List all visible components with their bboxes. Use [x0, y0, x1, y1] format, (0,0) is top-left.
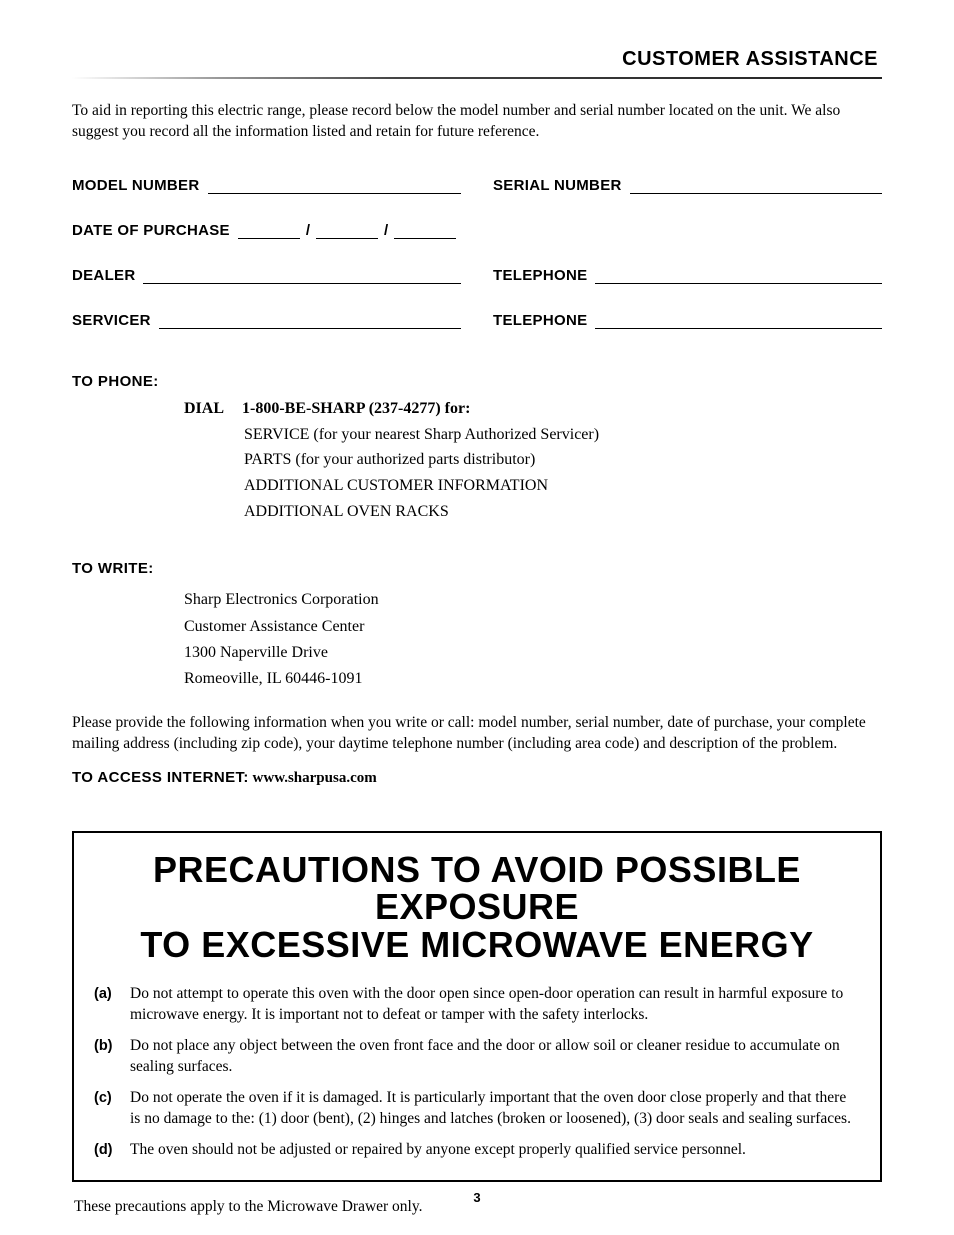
date-of-purchase-field: DATE OF PURCHASE / / — [72, 222, 461, 239]
precaution-item-b: (b) Do not place any object between the … — [94, 1036, 860, 1078]
precautions-title: PRECAUTIONS TO AVOID POSSIBLE EXPOSURE T… — [94, 851, 860, 964]
page-header-title: CUSTOMER ASSISTANCE — [72, 48, 882, 71]
write-block: Sharp Electronics Corporation Customer A… — [184, 587, 882, 693]
model-number-line[interactable] — [208, 180, 462, 194]
servicer-telephone-field: TELEPHONE — [493, 312, 882, 329]
dial-number: 1-800-BE-SHARP (237-4277) for: — [242, 400, 470, 418]
dealer-field: DEALER — [72, 267, 461, 284]
date-slash-1: / — [306, 222, 310, 239]
precaution-letter-b: (b) — [94, 1036, 120, 1078]
precaution-item-c: (c) Do not operate the oven if it is dam… — [94, 1088, 860, 1130]
precaution-letter-a: (a) — [94, 984, 120, 1026]
precaution-item-a: (a) Do not attempt to operate this oven … — [94, 984, 860, 1026]
date-segments: / / — [238, 222, 456, 239]
precaution-text-c: Do not operate the oven if it is damaged… — [130, 1088, 860, 1130]
servicer-telephone-line[interactable] — [595, 315, 882, 329]
dealer-line[interactable] — [143, 270, 461, 284]
phone-block: DIAL 1-800-BE-SHARP (237-4277) for: SERV… — [184, 400, 882, 524]
servicer-label: SERVICER — [72, 312, 151, 329]
precaution-text-d: The oven should not be adjusted or repai… — [130, 1140, 746, 1161]
internet-line: TO ACCESS INTERNET: www.sharpusa.com — [72, 769, 882, 787]
phone-line-0: SERVICE (for your nearest Sharp Authoriz… — [244, 422, 882, 448]
date-of-purchase-label: DATE OF PURCHASE — [72, 222, 230, 239]
date-seg-1[interactable] — [238, 225, 300, 239]
to-write-heading: TO WRITE: — [72, 560, 882, 577]
serial-number-label: SERIAL NUMBER — [493, 177, 622, 194]
precaution-letter-d: (d) — [94, 1140, 120, 1161]
record-form: MODEL NUMBER SERIAL NUMBER DATE OF PURCH… — [72, 177, 882, 329]
serial-number-line[interactable] — [630, 180, 882, 194]
intro-paragraph: To aid in reporting this electric range,… — [72, 101, 882, 143]
precautions-title-line1: PRECAUTIONS TO AVOID POSSIBLE EXPOSURE — [153, 849, 801, 928]
model-number-label: MODEL NUMBER — [72, 177, 200, 194]
phone-line-3: ADDITIONAL OVEN RACKS — [244, 499, 882, 525]
dial-label: DIAL — [184, 400, 224, 418]
page-number: 3 — [0, 1190, 954, 1205]
internet-label: TO ACCESS INTERNET: — [72, 769, 249, 786]
write-line-3: Romeoville, IL 60446-1091 — [184, 666, 882, 692]
write-line-2: 1300 Naperville Drive — [184, 640, 882, 666]
precautions-title-line2: TO EXCESSIVE MICROWAVE ENERGY — [140, 924, 813, 965]
serial-number-field: SERIAL NUMBER — [493, 177, 882, 194]
write-info-paragraph: Please provide the following information… — [72, 713, 882, 755]
phone-dial-row: DIAL 1-800-BE-SHARP (237-4277) for: — [184, 400, 882, 418]
phone-line-2: ADDITIONAL CUSTOMER INFORMATION — [244, 473, 882, 499]
form-empty-cell — [493, 222, 882, 239]
to-phone-heading: TO PHONE: — [72, 373, 882, 390]
precaution-text-a: Do not attempt to operate this oven with… — [130, 984, 860, 1026]
dealer-label: DEALER — [72, 267, 135, 284]
servicer-field: SERVICER — [72, 312, 461, 329]
precaution-text-b: Do not place any object between the oven… — [130, 1036, 860, 1078]
dealer-telephone-line[interactable] — [595, 270, 882, 284]
phone-line-1: PARTS (for your authorized parts distrib… — [244, 447, 882, 473]
servicer-line[interactable] — [159, 315, 461, 329]
dealer-telephone-label: TELEPHONE — [493, 267, 587, 284]
model-number-field: MODEL NUMBER — [72, 177, 461, 194]
write-line-0: Sharp Electronics Corporation — [184, 587, 882, 613]
precautions-box: PRECAUTIONS TO AVOID POSSIBLE EXPOSURE T… — [72, 831, 882, 1183]
precaution-letter-c: (c) — [94, 1088, 120, 1130]
date-seg-3[interactable] — [394, 225, 456, 239]
servicer-telephone-label: TELEPHONE — [493, 312, 587, 329]
precaution-item-d: (d) The oven should not be adjusted or r… — [94, 1140, 860, 1161]
date-slash-2: / — [384, 222, 388, 239]
dealer-telephone-field: TELEPHONE — [493, 267, 882, 284]
header-rule — [72, 77, 882, 79]
date-seg-2[interactable] — [316, 225, 378, 239]
write-line-1: Customer Assistance Center — [184, 614, 882, 640]
internet-url: www.sharpusa.com — [253, 770, 377, 786]
